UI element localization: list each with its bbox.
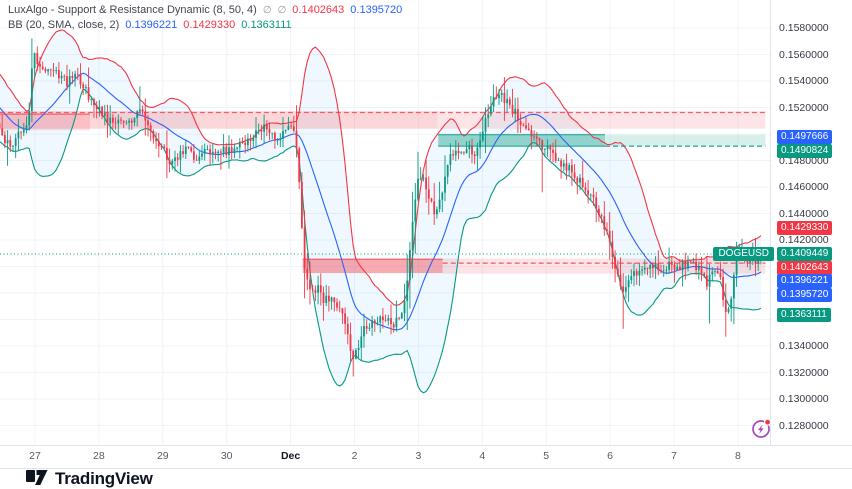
- price-tick-label: 0.1420000: [779, 234, 829, 246]
- legend-bb[interactable]: BB (20, SMA, close, 2) 0.1396221 0.14293…: [8, 18, 402, 33]
- lightning-icon: [750, 417, 774, 441]
- price-badge: 0.1396221: [777, 274, 832, 288]
- price-badge: 0.1429330: [777, 221, 832, 235]
- price-tick-label: 0.1340000: [779, 340, 829, 352]
- luxalgo-resistance-value: 0.1402643: [292, 3, 344, 18]
- price-tick-label: 0.1440000: [779, 208, 829, 220]
- price-tick-label: 0.1460000: [779, 181, 829, 193]
- time-tick-label: 30: [205, 450, 249, 462]
- bb-basis-value: 0.1396221: [125, 18, 177, 33]
- luxalgo-empty-value-icon: ∅: [263, 3, 272, 18]
- notification-dot: [765, 419, 771, 425]
- price-badge: 0.1395720: [777, 288, 832, 302]
- indicator-legend: LuxAlgo - Support & Resistance Dynamic (…: [8, 3, 402, 33]
- bb-upper-value: 0.1429330: [183, 18, 235, 33]
- tradingview-mark-icon: [26, 469, 48, 487]
- time-tick-label: 4: [460, 450, 504, 462]
- symbol-badge: DOGEUSD: [713, 247, 774, 261]
- price-badge: 0.1497666: [777, 130, 832, 144]
- flash-boost-button[interactable]: [750, 417, 774, 441]
- luxalgo-support-value: 0.1395720: [350, 3, 402, 18]
- luxalgo-indicator-title: LuxAlgo - Support & Resistance Dynamic (…: [8, 3, 257, 18]
- luxalgo-empty-value-icon: ∅: [278, 3, 287, 18]
- time-tick-label: 29: [141, 450, 185, 462]
- price-tick-label: 0.1540000: [779, 75, 829, 87]
- time-axis[interactable]: 27 28 29 30 Dec 2 3 4 5 6 7 8: [0, 445, 852, 469]
- price-tick-label: 0.1580000: [779, 22, 829, 34]
- time-tick-label: 2: [333, 450, 377, 462]
- price-tick-label: 0.1520000: [779, 102, 829, 114]
- logo-text: TradingView: [55, 469, 153, 489]
- price-tick-label: 0.1320000: [779, 367, 829, 379]
- price-tick-label: 0.1300000: [779, 393, 829, 405]
- time-tick-label: 3: [396, 450, 440, 462]
- bb-lower-value: 0.1363111: [241, 18, 291, 33]
- legend-luxalgo[interactable]: LuxAlgo - Support & Resistance Dynamic (…: [8, 3, 402, 18]
- time-tick-label: 7: [652, 450, 696, 462]
- time-tick-label: 28: [77, 450, 121, 462]
- price-badge: 0.1490824: [777, 144, 832, 158]
- candlestick-chart[interactable]: [0, 0, 770, 445]
- time-tick-label: 5: [524, 450, 568, 462]
- price-axis[interactable]: 0.1580000 0.1560000 0.1540000 0.1520000 0.14…: [770, 0, 852, 445]
- time-tick-label: 8: [716, 450, 760, 462]
- time-tick-label: 6: [588, 450, 632, 462]
- chart-canvas[interactable]: [0, 0, 770, 445]
- price-badge: 0.1402643: [777, 261, 832, 275]
- price-badge: 0.1363111: [777, 308, 831, 322]
- price-tick-label: 0.1280000: [779, 420, 829, 432]
- price-tick-label: 0.1560000: [779, 49, 829, 61]
- time-tick-label: 27: [13, 450, 57, 462]
- time-tick-label: Dec: [269, 450, 313, 462]
- price-badge: 0.1409449: [777, 247, 832, 261]
- bb-indicator-title: BB (20, SMA, close, 2): [8, 18, 119, 33]
- tradingview-logo[interactable]: TradingView: [26, 469, 153, 489]
